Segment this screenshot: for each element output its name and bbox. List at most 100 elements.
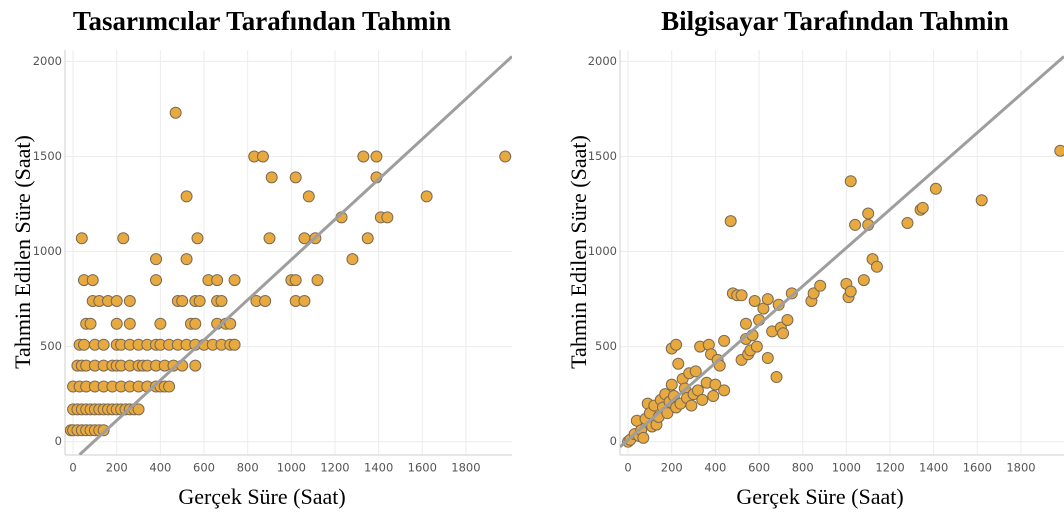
y-tick-label: 1500 [33, 149, 62, 163]
point [84, 317, 97, 330]
point [781, 314, 794, 326]
x-tick-label: 200 [106, 461, 128, 475]
point [265, 171, 278, 184]
point [761, 352, 774, 365]
point [302, 190, 315, 203]
point [228, 338, 241, 351]
point [224, 317, 237, 330]
point [718, 384, 731, 397]
x-tick-label: 1200 [875, 461, 904, 475]
x-axis-title: Gerçek Süre (Saat) [736, 484, 903, 509]
point [193, 294, 206, 307]
point [844, 285, 857, 298]
point [785, 287, 798, 300]
point [289, 171, 302, 184]
point [707, 390, 720, 403]
x-tick-label: 1400 [364, 461, 393, 475]
point [844, 175, 857, 188]
point [772, 298, 785, 311]
point [211, 274, 224, 287]
point [420, 190, 433, 203]
point [189, 359, 202, 372]
x-tick-label: 800 [237, 461, 259, 475]
point [180, 190, 193, 203]
x-tick-label: 1200 [320, 461, 349, 475]
point [346, 253, 359, 266]
point [110, 294, 123, 307]
point [670, 338, 683, 351]
point [689, 365, 702, 378]
point [123, 294, 136, 307]
point [807, 287, 820, 300]
point [748, 294, 761, 307]
y-tick-label: 1000 [33, 244, 62, 258]
y-tick-label: 500 [40, 339, 62, 353]
plot-area [620, 55, 1064, 448]
x-axis-title: Gerçek Süre (Saat) [178, 484, 345, 509]
point [750, 340, 763, 353]
y-tick-label: 500 [595, 339, 617, 353]
x-tick-label: 1800 [451, 461, 480, 475]
x-tick-label: 600 [193, 461, 215, 475]
chart-title: Bilgisayar Tarafından Tahmin [661, 6, 1009, 36]
point [97, 338, 110, 351]
point [370, 150, 383, 163]
point [661, 407, 674, 420]
point [298, 294, 311, 307]
point [215, 294, 228, 307]
point [132, 403, 145, 416]
point [1054, 144, 1064, 157]
point [163, 380, 176, 393]
point [176, 294, 189, 307]
x-tick-label: 1000 [832, 461, 861, 475]
y-tick-label: 1500 [588, 149, 617, 163]
point [499, 150, 512, 163]
point [150, 274, 163, 287]
y-tick-label: 0 [55, 434, 62, 448]
point [381, 211, 394, 224]
point [75, 232, 88, 245]
chart-title: Tasarımcılar Tarafından Tahmin [73, 6, 451, 36]
x-tick-label: 1600 [408, 461, 437, 475]
point [724, 215, 737, 228]
point [870, 260, 883, 273]
point [361, 232, 374, 245]
x-tick-label: 400 [704, 461, 726, 475]
y-axis-title: Tahmin Edilen Süre (Saat) [10, 135, 35, 369]
scatter-panel: Tasarımcılar Tarafından Tahmin Gerçek Sür… [10, 6, 512, 509]
point [665, 378, 678, 391]
point [169, 106, 182, 119]
point [975, 194, 988, 207]
point [929, 182, 942, 195]
y-tick-label: 1000 [588, 244, 617, 258]
point [814, 279, 827, 292]
point [735, 289, 748, 302]
x-tick-label: 1000 [277, 461, 306, 475]
point [154, 317, 167, 330]
point [180, 253, 193, 266]
point [117, 232, 130, 245]
x-tick-label: 1600 [963, 461, 992, 475]
point [901, 217, 914, 230]
x-tick-label: 0 [624, 461, 631, 475]
point [311, 274, 324, 287]
x-tick-label: 200 [661, 461, 683, 475]
point [189, 317, 202, 330]
point [263, 232, 276, 245]
point [777, 327, 790, 340]
point [77, 338, 90, 351]
x-tick-label: 800 [792, 461, 814, 475]
point [191, 232, 204, 245]
point [256, 150, 269, 163]
point [86, 274, 99, 287]
point [672, 357, 685, 370]
x-tick-label: 1400 [919, 461, 948, 475]
y-tick-label: 2000 [588, 54, 617, 68]
y-axis-title: Tahmin Edilen Süre (Saat) [566, 135, 591, 369]
y-tick-label: 2000 [33, 54, 62, 68]
point [637, 431, 650, 444]
plot-area [65, 55, 512, 455]
x-tick-label: 600 [748, 461, 770, 475]
point [228, 274, 241, 287]
